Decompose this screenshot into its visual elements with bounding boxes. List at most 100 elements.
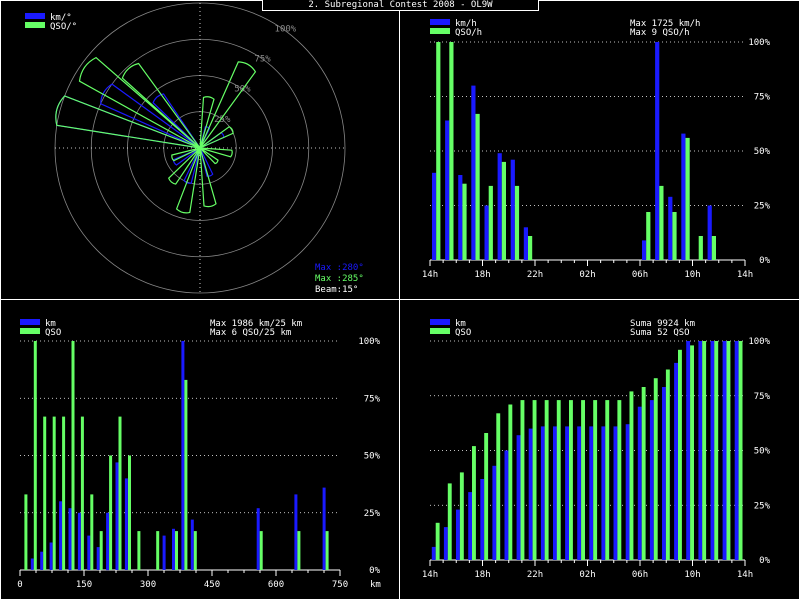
cumulative-bar-blue bbox=[504, 450, 509, 560]
distance-bar-green bbox=[118, 416, 122, 570]
hourly-bar-blue bbox=[484, 205, 489, 260]
cumulative-bar-blue bbox=[443, 527, 448, 560]
cumulative-bar-green bbox=[690, 345, 694, 560]
distance-bar-blue bbox=[49, 542, 53, 570]
cumulative-bar-green bbox=[447, 483, 452, 561]
cumulative-bar-blue bbox=[637, 406, 642, 560]
hourly-bar-green bbox=[672, 212, 677, 260]
hourly-bar-blue bbox=[471, 85, 476, 260]
hourly-y-label: 0% bbox=[759, 256, 770, 266]
distance-legend-swatch bbox=[20, 328, 40, 334]
polar-ring-label: 100% bbox=[275, 24, 297, 34]
distance-bar-green bbox=[52, 416, 56, 570]
hourly-x-label: 14h bbox=[422, 270, 438, 280]
cumulative-bar-green bbox=[665, 369, 670, 560]
polar-legend-swatch bbox=[25, 22, 45, 28]
cumulative-bar-blue bbox=[734, 341, 739, 560]
cumulative-info: Suma 9924 km bbox=[630, 319, 695, 329]
hourly-y-label: 100% bbox=[748, 38, 770, 48]
distance-bar-green bbox=[24, 494, 28, 570]
distance-bar-green bbox=[297, 531, 301, 570]
distance-bar-green bbox=[175, 531, 178, 570]
distance-info: Max 6 QSO/25 km bbox=[210, 328, 291, 338]
distance-bar-blue bbox=[68, 508, 72, 570]
hourly-bar-green bbox=[449, 42, 454, 260]
hourly-x-label: 10h bbox=[684, 270, 700, 280]
cumulative-bar-green bbox=[678, 349, 682, 560]
distance-y-label: 100% bbox=[358, 337, 380, 347]
distance-bar-green bbox=[109, 455, 113, 570]
cumulative-bar-blue bbox=[468, 492, 473, 560]
cumulative-bar-blue bbox=[613, 426, 618, 560]
cumulative-bar-green bbox=[738, 341, 743, 560]
distance-bar-blue bbox=[40, 551, 44, 570]
hourly-bar-green bbox=[698, 236, 703, 260]
cumulative-bar-green bbox=[605, 400, 610, 560]
hourly-bar-blue bbox=[707, 205, 712, 260]
hourly-bar-green bbox=[488, 185, 493, 260]
cumulative-bar-blue bbox=[662, 387, 666, 560]
hourly-y-label: 50% bbox=[754, 147, 771, 157]
cumulative-y-label: 25% bbox=[754, 501, 771, 511]
cumulative-bar-blue bbox=[528, 428, 533, 560]
cumulative-x-label: 22h bbox=[527, 570, 543, 580]
hourly-bar-blue bbox=[432, 172, 437, 260]
hourly-legend-label: km/h bbox=[455, 19, 477, 29]
cumulative-bar-blue bbox=[431, 546, 436, 560]
cumulative-y-label: 75% bbox=[754, 392, 771, 402]
distance-bar-blue bbox=[256, 508, 260, 570]
cumulative-bar-blue bbox=[686, 341, 691, 560]
cumulative-legend-label: QSO bbox=[455, 328, 471, 338]
hourly-bar-green bbox=[462, 183, 467, 260]
distance-bar-blue bbox=[124, 478, 128, 570]
cumulative-bar-blue bbox=[540, 426, 545, 560]
distance-bar-blue bbox=[181, 341, 185, 570]
cumulative-bar-blue bbox=[577, 426, 582, 560]
hourly-bar-blue bbox=[445, 120, 450, 260]
cumulative-bar-green bbox=[496, 413, 501, 560]
cumulative-bar-green bbox=[569, 400, 573, 560]
hourly-bar-green bbox=[514, 185, 520, 260]
cumulative-info: Suma 52 QSO bbox=[630, 328, 690, 338]
distance-y-label: 50% bbox=[364, 452, 381, 462]
cumulative-x-label: 18h bbox=[474, 570, 490, 580]
hourly-bar-blue bbox=[668, 196, 673, 260]
polar-legend-label: QSO/° bbox=[50, 22, 77, 32]
cumulative-bar-green bbox=[484, 433, 489, 560]
hourly-bar-blue bbox=[523, 227, 528, 260]
hourly-bar-green bbox=[659, 185, 664, 260]
cumulative-x-label: 10h bbox=[684, 570, 700, 580]
cumulative-bar-blue bbox=[710, 341, 715, 560]
distance-bar-green bbox=[90, 494, 94, 570]
cumulative-x-label: 06h bbox=[632, 570, 648, 580]
distance-x-label: 150 bbox=[76, 580, 92, 590]
chart-title: 2. Subregional Contest 2008 - OL9W bbox=[262, 0, 539, 11]
cumulative-bar-green bbox=[472, 446, 476, 560]
distance-info: Max 1986 km/25 km bbox=[210, 319, 302, 329]
cumulative-legend-swatch bbox=[430, 328, 450, 334]
distance-bar-green bbox=[99, 531, 103, 570]
hourly-legend-swatch bbox=[430, 19, 450, 25]
hourly-bar-blue bbox=[510, 159, 515, 260]
cumulative-bar-green bbox=[508, 404, 513, 560]
cumulative-bar-blue bbox=[553, 426, 557, 560]
distance-y-label: 25% bbox=[364, 509, 381, 519]
hourly-bar-green bbox=[475, 113, 480, 261]
distance-bar-blue bbox=[77, 512, 81, 571]
hourly-y-label: 75% bbox=[754, 93, 771, 103]
hourly-x-label: 02h bbox=[579, 270, 595, 280]
cumulative-bar-blue bbox=[601, 426, 606, 560]
distance-bar-blue bbox=[162, 535, 166, 570]
distance-x-label: 0 bbox=[17, 580, 22, 590]
polar-ring-label: 25% bbox=[214, 115, 231, 125]
cumulative-bar-green bbox=[581, 400, 585, 560]
polar-km-pattern bbox=[55, 83, 225, 184]
distance-bar-green bbox=[193, 531, 197, 570]
cumulative-bar-green bbox=[641, 387, 646, 560]
cumulative-bar-green bbox=[726, 341, 731, 560]
distance-bar-green bbox=[43, 416, 47, 570]
cumulative-y-label: 100% bbox=[748, 337, 770, 347]
cumulative-bar-blue bbox=[674, 362, 678, 560]
polar-max-km: Max :280° bbox=[315, 263, 364, 273]
distance-bar-blue bbox=[294, 494, 298, 570]
